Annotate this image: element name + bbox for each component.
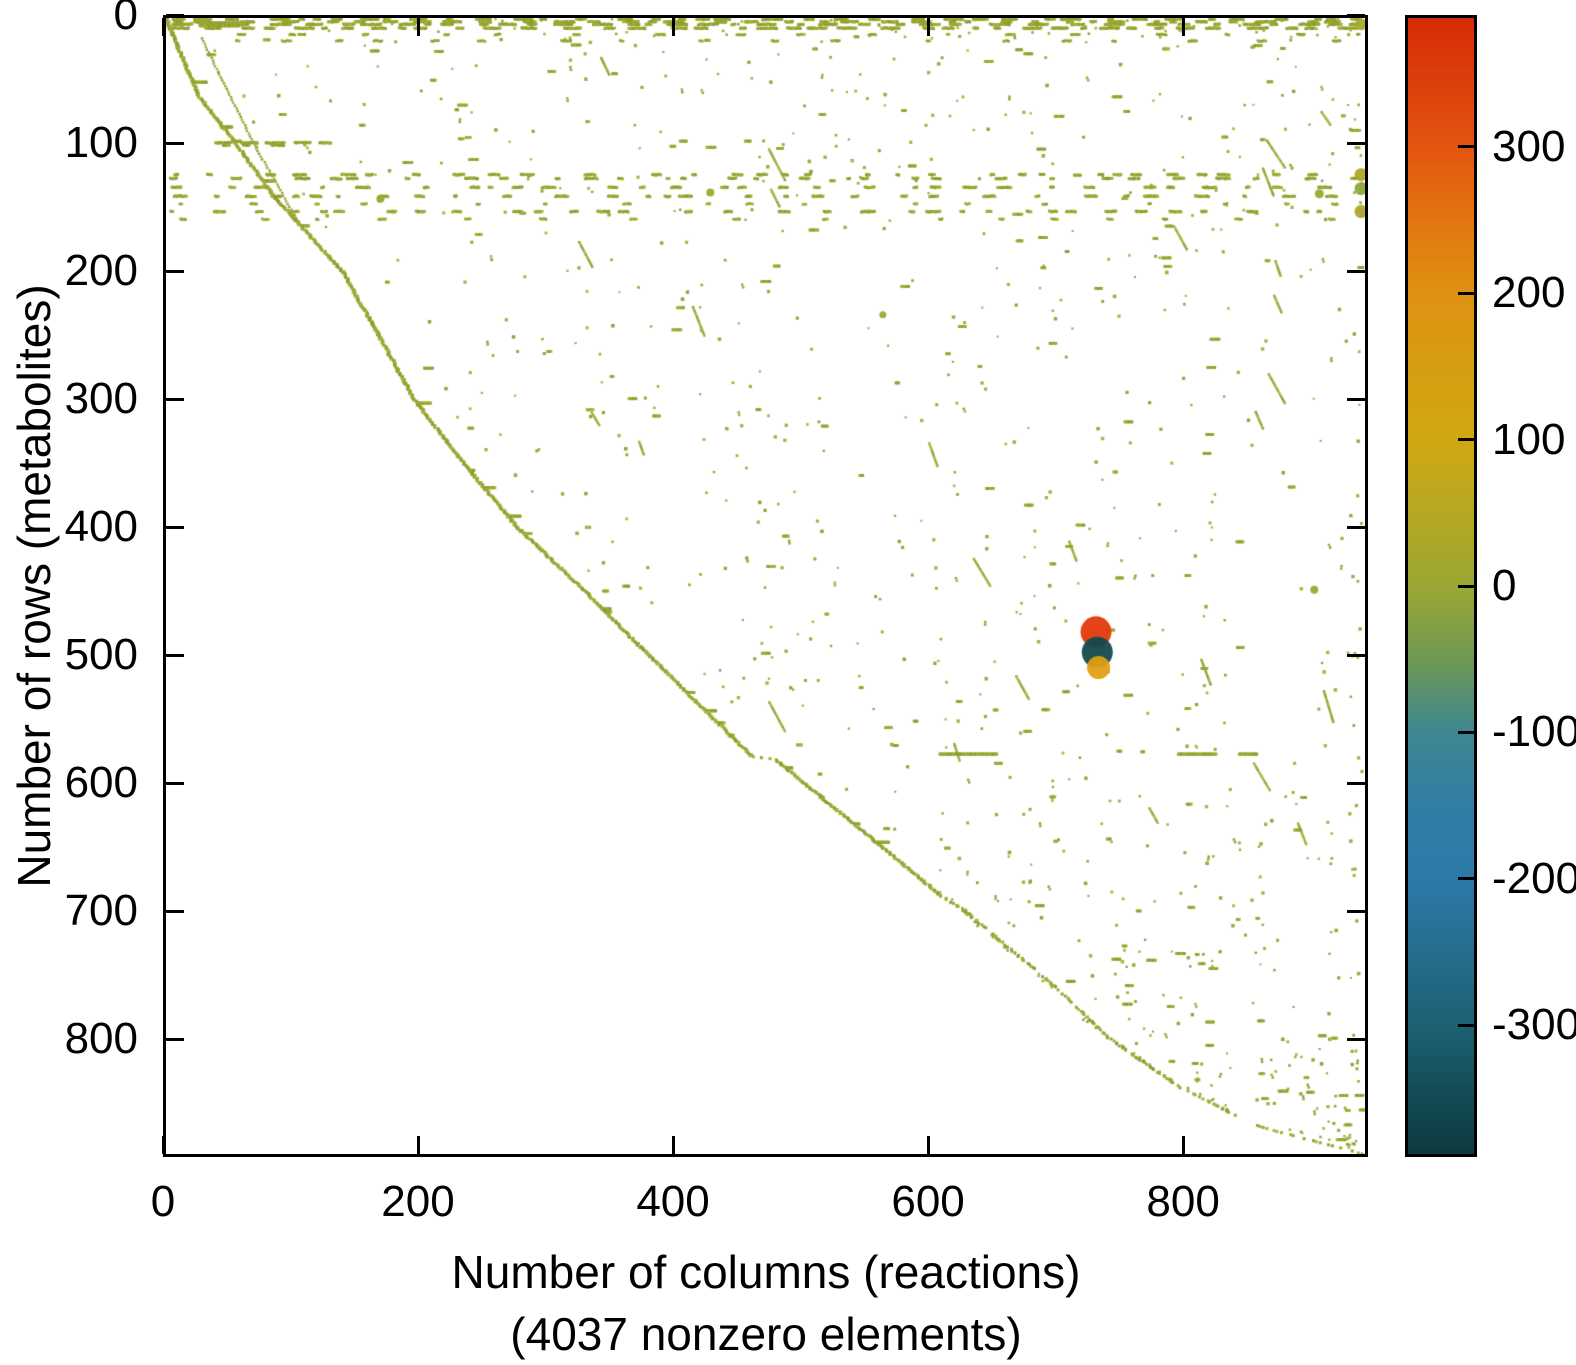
x-tick-mark <box>1181 18 1185 36</box>
x-tick-mark <box>416 18 420 36</box>
y-tick-mark <box>166 397 184 401</box>
y-tick-mark <box>166 525 184 529</box>
y-tick-label: 200 <box>64 246 138 296</box>
y-tick-mark <box>1347 525 1365 529</box>
x-tick-mark <box>161 18 165 36</box>
x-tick-label: 600 <box>891 1177 965 1226</box>
colorbar-tick-mark <box>1458 877 1474 881</box>
colorbar-tick-mark <box>1458 145 1474 149</box>
x-tick-mark <box>416 1136 420 1154</box>
x-tick-mark <box>926 18 930 36</box>
y-tick-label: 100 <box>64 118 138 168</box>
colorbar-tick-mark <box>1458 584 1474 588</box>
y-tick-mark <box>1347 13 1365 17</box>
x-tick-mark <box>671 18 675 36</box>
y-tick-mark <box>1347 1037 1365 1041</box>
colorbar-tick-label: 0 <box>1492 561 1517 610</box>
y-tick-mark <box>166 141 184 145</box>
y-tick-mark <box>1347 781 1365 785</box>
colorbar-tick-label: -200 <box>1492 853 1576 903</box>
y-tick-label: 500 <box>64 630 138 680</box>
y-tick-mark <box>166 781 184 785</box>
y-tick-mark <box>1347 397 1365 401</box>
x-tick-mark <box>161 1136 165 1154</box>
y-tick-label: 700 <box>64 886 138 936</box>
y-tick-mark <box>1347 653 1365 657</box>
y-tick-label: 800 <box>64 1014 138 1064</box>
colorbar-tick-label: 200 <box>1492 268 1566 318</box>
y-tick-mark <box>166 909 184 913</box>
x-tick-mark <box>671 1136 675 1154</box>
plot-area <box>163 15 1368 1157</box>
y-tick-label: 300 <box>64 374 138 424</box>
colorbar-tick-label: 100 <box>1492 414 1566 464</box>
x-tick-label: 200 <box>381 1177 455 1226</box>
x-tick-label: 400 <box>636 1177 710 1226</box>
y-tick-label: 600 <box>64 758 138 808</box>
y-tick-mark <box>1347 909 1365 913</box>
colorbar-tick-label: -100 <box>1492 707 1576 757</box>
y-tick-mark <box>166 13 184 17</box>
x-tick-mark <box>926 1136 930 1154</box>
colorbar-tick-label: 300 <box>1492 121 1566 171</box>
y-tick-mark <box>166 269 184 273</box>
x-tick-label: 0 <box>150 1177 176 1226</box>
colorbar-tick-mark <box>1458 438 1474 442</box>
colorbar-tick-mark <box>1458 1023 1474 1027</box>
y-tick-label: 400 <box>64 502 138 552</box>
y-tick-label: 0 <box>113 0 138 39</box>
colorbar-tick-mark <box>1458 291 1474 295</box>
colorbar-tick-mark <box>1458 730 1474 734</box>
y-tick-mark <box>1347 269 1365 273</box>
x-tick-label: 800 <box>1146 1177 1220 1226</box>
colorbar-tick-label: -300 <box>1492 1000 1576 1050</box>
y-tick-mark <box>1347 141 1365 145</box>
x-tick-mark <box>1181 1136 1185 1154</box>
sparsity-canvas <box>166 18 1365 1154</box>
y-tick-mark <box>166 653 184 657</box>
x-axis-label: Number of columns (reactions) <box>451 1246 1081 1298</box>
y-tick-mark <box>166 1037 184 1041</box>
x-axis-sublabel: (4037 nonzero elements) <box>510 1308 1022 1360</box>
